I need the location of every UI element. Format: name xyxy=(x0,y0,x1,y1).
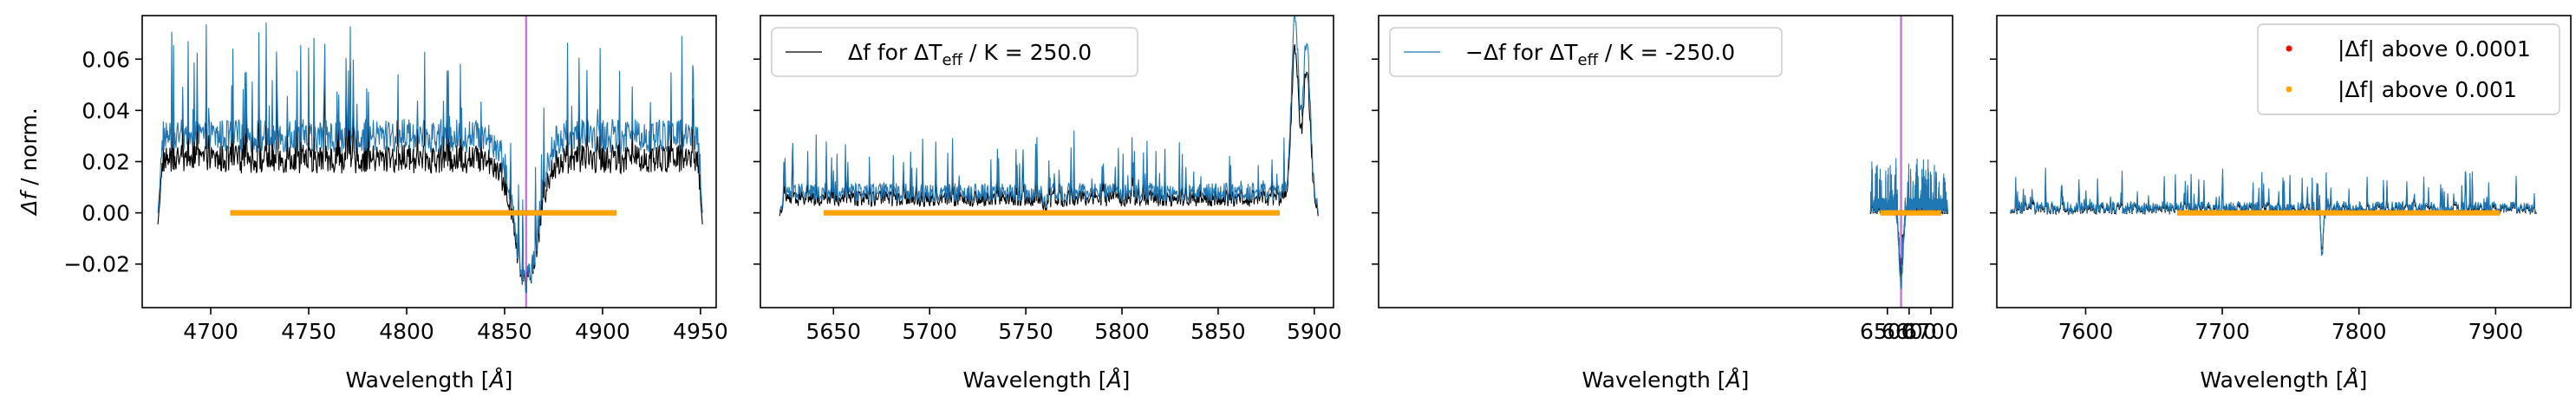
x-tick-label: 4750 xyxy=(281,319,336,344)
x-axis-label-1: Wavelength [Å] xyxy=(346,367,513,393)
x-tick-label: 4900 xyxy=(575,319,630,344)
y-tick-label: −0.02 xyxy=(63,252,130,277)
y-tick-label: 0.00 xyxy=(82,201,130,226)
y-tick-label: 0.04 xyxy=(82,98,130,123)
panel-1: 4700 4750 4800 4850 4900 4950 −0.02 0.00 0.02 0.0… xyxy=(63,15,728,393)
x-tick-label: 7900 xyxy=(2468,319,2523,344)
legend-3: −Δf for ΔTeff / K = -250.0 xyxy=(1389,27,1783,77)
x-tick-label: 5850 xyxy=(1190,319,1246,344)
legend-2-label: Δf for ΔTeff / K = 250.0 xyxy=(848,40,1092,69)
x-tick-label: 7600 xyxy=(2058,319,2114,344)
x-axis-label-3: Wavelength [Å] xyxy=(1582,367,1750,393)
legend-4-high-marker xyxy=(2286,86,2292,93)
panel-4: 7600 7700 7800 7900 Wavelength [Å] |Δf| abo… xyxy=(1990,15,2572,393)
y-axis-label: Δf / norm. xyxy=(16,107,42,217)
panel-2: 5650 5700 5750 5800 5850 5900 Wavelength [Å] … xyxy=(753,15,1342,393)
x-tick-label: 4850 xyxy=(477,319,532,344)
series-spectrum-line xyxy=(1869,158,1949,289)
x-tick-label: 7800 xyxy=(2331,319,2387,344)
series-spectrum-line xyxy=(779,16,1319,213)
x-tick-label: 7700 xyxy=(2194,319,2250,344)
x-axis-label-4: Wavelength [Å] xyxy=(2201,367,2368,393)
series-spectrum-line xyxy=(157,22,703,294)
y-axis-label-symbol: Δf xyxy=(16,190,42,217)
x-tick-label: 6700 xyxy=(1903,319,1959,344)
y-axis-label-unit: / norm. xyxy=(16,107,42,192)
x-tick-label: 5800 xyxy=(1094,319,1150,344)
legend-4-low-marker xyxy=(2286,45,2292,52)
x-tick-label: 5650 xyxy=(805,319,861,344)
y-tick-label: 0.02 xyxy=(82,150,130,175)
legend-4-low-label: |Δf| above 0.0001 xyxy=(2338,36,2531,62)
x-tick-label: 4700 xyxy=(183,319,238,344)
x-tick-label: 6600 xyxy=(1881,319,1937,344)
x-tick-label: 5750 xyxy=(998,319,1053,344)
legend-2: Δf for ΔTeff / K = 250.0 xyxy=(771,27,1138,77)
x-tick-label: 4800 xyxy=(379,319,434,344)
y-tick-label: 0.06 xyxy=(82,47,130,72)
x-tick-label: 4950 xyxy=(673,319,728,344)
x-tick-label: 5700 xyxy=(902,319,957,344)
series-delta-line xyxy=(157,62,703,293)
legend-3-label: −Δf for ΔTeff / K = -250.0 xyxy=(1465,40,1735,69)
legend-4-high-label: |Δf| above 0.001 xyxy=(2338,77,2517,102)
x-axis-label-2: Wavelength [Å] xyxy=(963,367,1131,393)
x-tick-label: 5900 xyxy=(1287,319,1342,344)
legend-4: |Δf| above 0.0001 |Δf| above 0.001 xyxy=(2257,23,2560,115)
x-tick-label: 6500 xyxy=(1860,319,1915,344)
